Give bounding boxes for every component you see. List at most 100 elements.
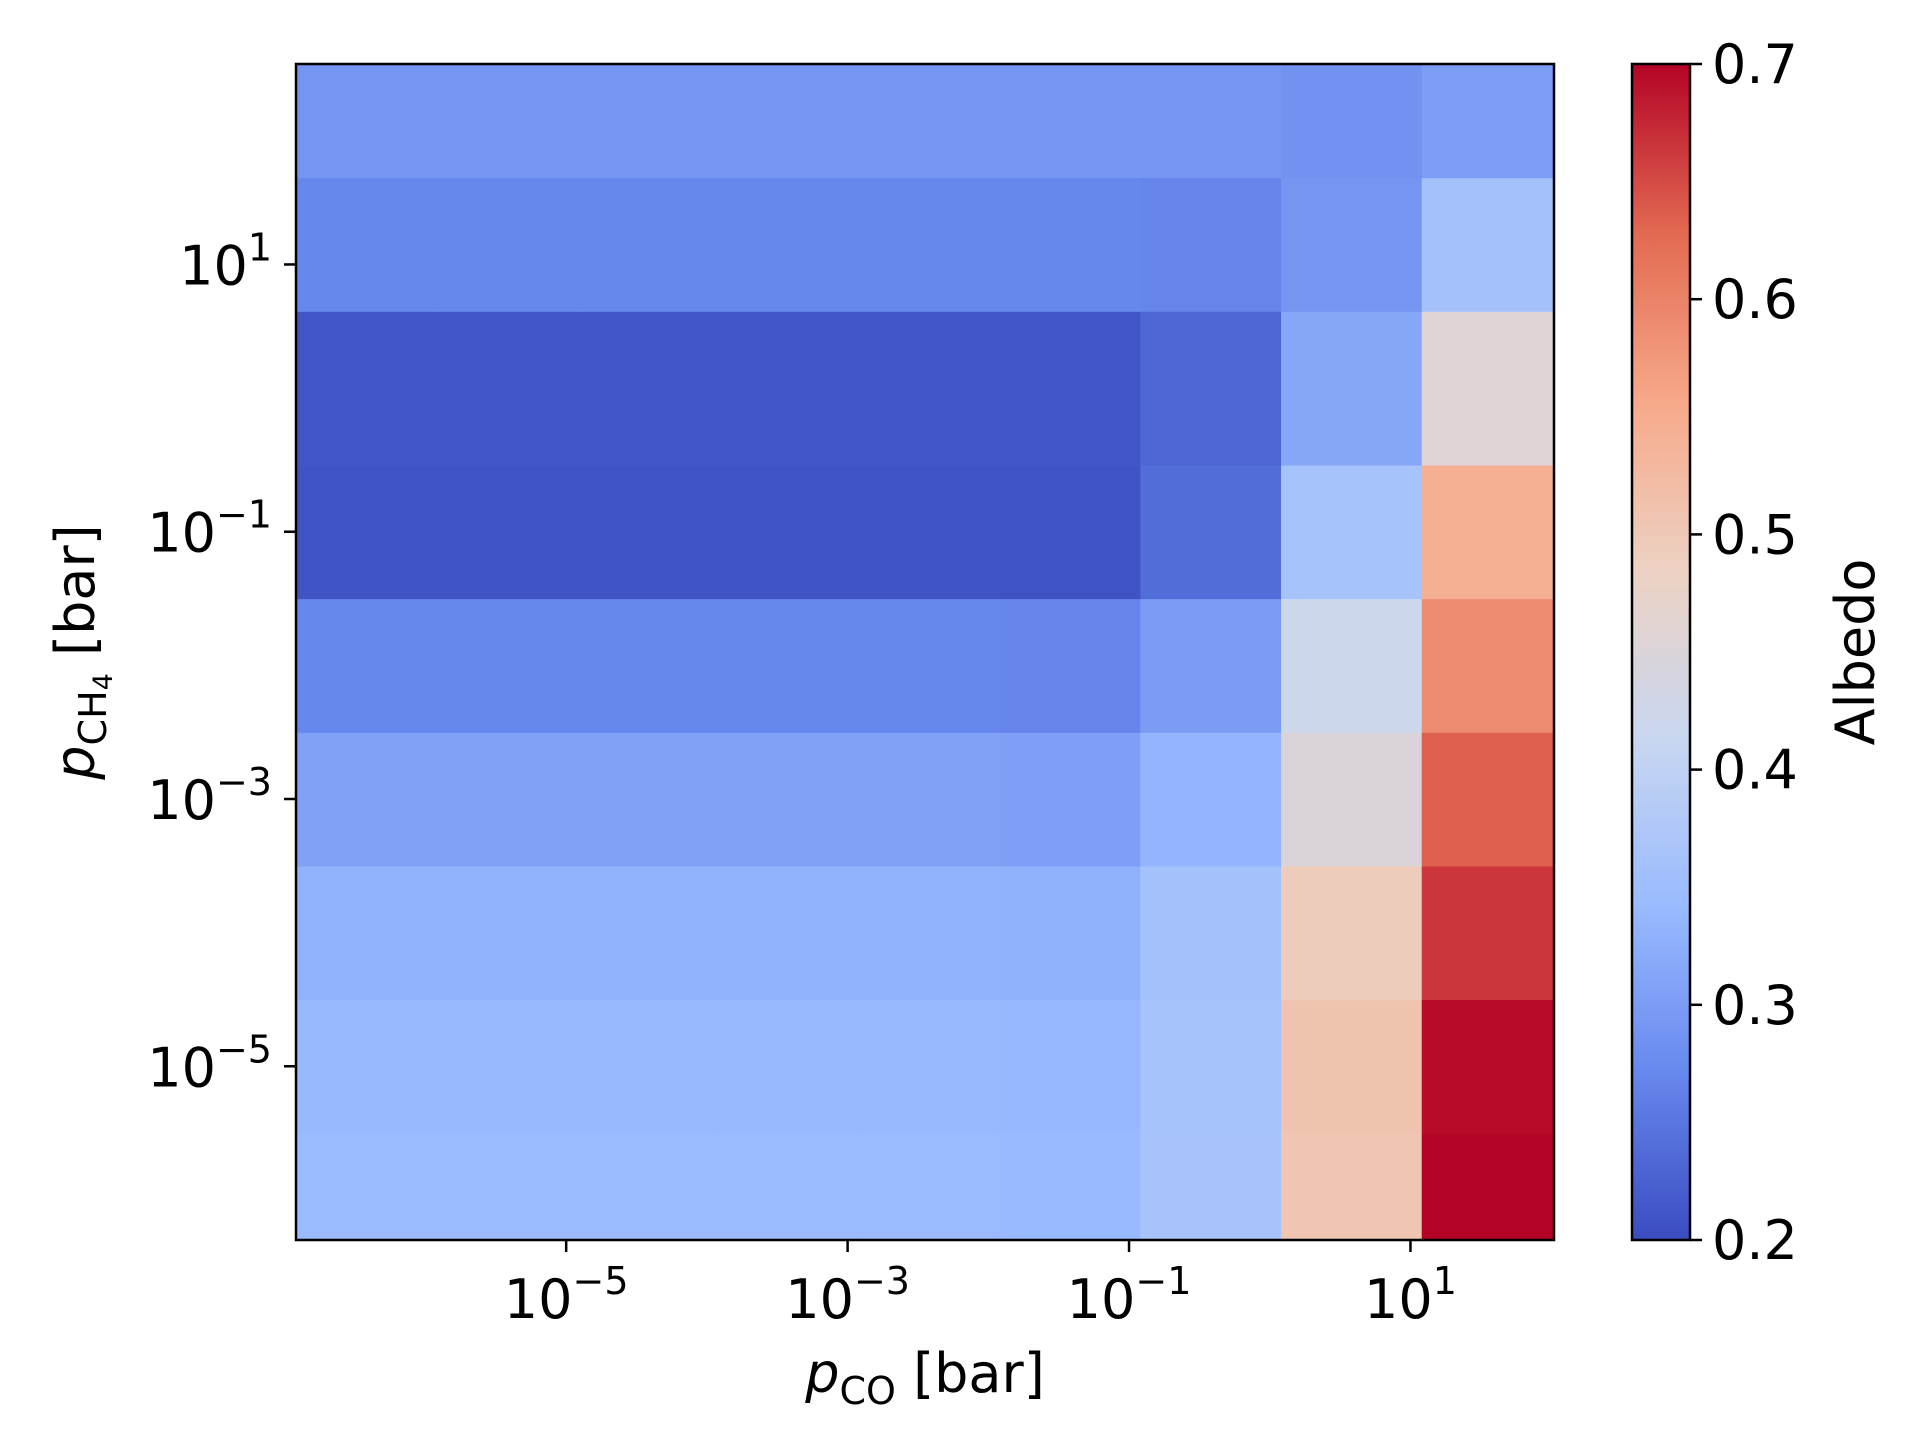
heatmap-cell bbox=[577, 311, 719, 466]
heatmap-cell bbox=[718, 732, 860, 867]
x-axis-ticks: 10−5 10−3 10−1 101 bbox=[504, 1240, 1457, 1331]
heatmap-cell bbox=[436, 999, 579, 1134]
heatmap-cell bbox=[1140, 598, 1282, 733]
heatmap-cell bbox=[577, 464, 719, 600]
heatmap-cell bbox=[858, 311, 1001, 466]
heatmap-cell bbox=[436, 1133, 579, 1241]
heatmap-cell bbox=[999, 865, 1141, 1001]
colorbar-tick-label: 0.6 bbox=[1712, 268, 1798, 331]
heatmap-cell bbox=[1281, 177, 1423, 312]
heatmap-cell bbox=[718, 1133, 860, 1241]
heatmap-cell bbox=[436, 865, 579, 1001]
heatmap-cell bbox=[999, 311, 1141, 466]
x-tick-label: 10−5 bbox=[504, 1259, 629, 1331]
heatmap-cell bbox=[1281, 598, 1423, 733]
heatmap-cell bbox=[1421, 1133, 1555, 1241]
heatmap-cell bbox=[999, 1133, 1141, 1241]
heatmap-cell bbox=[718, 311, 860, 466]
heatmap-cell bbox=[436, 598, 579, 733]
colorbar-tick-label: 0.7 bbox=[1712, 33, 1798, 96]
heatmap-cell bbox=[296, 464, 438, 600]
heatmap-cell bbox=[1281, 464, 1423, 600]
colorbar-label: Albedo bbox=[1824, 559, 1887, 746]
heatmap-cell bbox=[1421, 865, 1555, 1001]
heatmap-cell bbox=[718, 865, 860, 1001]
heatmap-cell bbox=[718, 999, 860, 1134]
heatmap-cell bbox=[858, 64, 1001, 179]
heatmap-cell bbox=[1140, 865, 1282, 1001]
heatmap-cell bbox=[296, 598, 438, 733]
y-tick-label: 101 bbox=[179, 225, 272, 297]
y-axis-title: pCH4 [bar] bbox=[44, 524, 119, 780]
heatmap-cell bbox=[858, 177, 1001, 312]
heatmap-cell bbox=[1281, 732, 1423, 867]
plot-frame bbox=[294, 62, 1556, 1242]
heatmap-cell bbox=[858, 732, 1001, 867]
heatmap-cell bbox=[577, 999, 719, 1134]
heatmap-cell bbox=[858, 1133, 1001, 1241]
heatmap-cell bbox=[999, 999, 1141, 1134]
heatmap-cell bbox=[858, 865, 1001, 1001]
heatmap-cell bbox=[1140, 64, 1282, 179]
heatmap-cell bbox=[999, 177, 1141, 312]
heatmap-cell bbox=[1421, 999, 1555, 1134]
y-axis-ticks: 10−5 10−3 10−1 101 bbox=[147, 225, 296, 1099]
colorbar-ticks: 0.2 0.3 0.4 0.5 0.6 0.7 bbox=[1690, 33, 1798, 1272]
heatmap-cell bbox=[1421, 464, 1555, 600]
heatmap-cell bbox=[296, 865, 438, 1001]
heatmap-cell bbox=[1281, 64, 1423, 179]
heatmap-cell bbox=[436, 464, 579, 600]
x-tick-label: 101 bbox=[1364, 1259, 1457, 1331]
heatmap-cell bbox=[1281, 865, 1423, 1001]
heatmap-cell bbox=[1281, 1133, 1423, 1241]
heatmap-cell bbox=[577, 64, 719, 179]
heatmap-cell bbox=[577, 1133, 719, 1241]
y-tick-label: 10−1 bbox=[147, 493, 272, 565]
heatmap-cell bbox=[718, 598, 860, 733]
heatmap-cell bbox=[718, 64, 860, 179]
colorbar-tick-label: 0.2 bbox=[1712, 1209, 1798, 1272]
heatmap-cell bbox=[436, 64, 579, 179]
x-tick-label: 10−3 bbox=[785, 1259, 910, 1331]
x-tick-label: 10−1 bbox=[1067, 1259, 1192, 1331]
heatmap-cell bbox=[1421, 177, 1555, 312]
colorbar-tick-label: 0.4 bbox=[1712, 739, 1798, 802]
heatmap-cell bbox=[577, 177, 719, 312]
heatmap-cell bbox=[1140, 999, 1282, 1134]
heatmap-cell bbox=[296, 64, 438, 179]
heatmap-cell bbox=[858, 999, 1001, 1134]
colorbar-gradient bbox=[1630, 62, 1692, 1242]
x-axis-title: pCO [bar] bbox=[804, 1342, 1045, 1413]
colorbar: 0.2 0.3 0.4 0.5 0.6 0.7 Albedo bbox=[1630, 33, 1887, 1272]
heatmap-cell bbox=[858, 464, 1001, 600]
heatmap-cell bbox=[1140, 311, 1282, 466]
heatmap-cell bbox=[718, 177, 860, 312]
colorbar-tick-label: 0.5 bbox=[1712, 503, 1798, 566]
heatmap-cell bbox=[436, 177, 579, 312]
heatmap-cell bbox=[999, 598, 1141, 733]
heatmap-cell bbox=[999, 732, 1141, 867]
heatmap-cell bbox=[436, 311, 579, 466]
y-tick-label: 10−3 bbox=[147, 760, 272, 832]
heatmap-cell bbox=[1281, 311, 1423, 466]
heatmap-cell bbox=[577, 732, 719, 867]
heatmap-cell bbox=[1140, 464, 1282, 600]
heatmap-cell bbox=[1421, 64, 1555, 179]
heatmap-cell bbox=[999, 64, 1141, 179]
heatmap-cell bbox=[577, 598, 719, 733]
heatmap-cells bbox=[296, 64, 1555, 1241]
heatmap-cell bbox=[999, 464, 1141, 600]
heatmap-cell bbox=[436, 732, 579, 867]
heatmap-cell bbox=[1421, 732, 1555, 867]
y-tick-label: 10−5 bbox=[147, 1027, 272, 1099]
heatmap-cell bbox=[296, 311, 438, 466]
heatmap-cell bbox=[1421, 311, 1555, 466]
heatmap-cell bbox=[577, 865, 719, 1001]
heatmap-cell bbox=[858, 598, 1001, 733]
heatmap-cell bbox=[1140, 1133, 1282, 1241]
heatmap-cell bbox=[296, 1133, 438, 1241]
heatmap-cell bbox=[1140, 732, 1282, 867]
heatmap-cell bbox=[1421, 598, 1555, 733]
colorbar-tick-label: 0.3 bbox=[1712, 974, 1798, 1037]
